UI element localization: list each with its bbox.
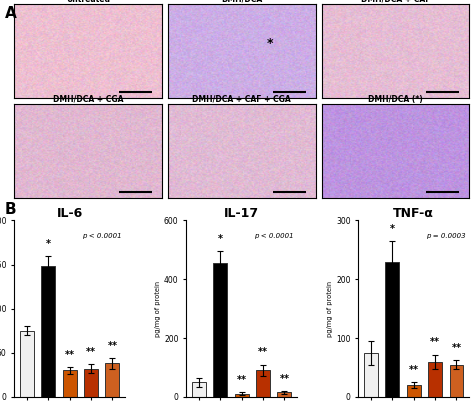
Y-axis label: pg/mg of protein: pg/mg of protein bbox=[327, 281, 333, 337]
Y-axis label: pg/mg of protein: pg/mg of protein bbox=[155, 281, 161, 337]
Title: DMH/DCA + CAF: DMH/DCA + CAF bbox=[361, 0, 430, 4]
Text: *: * bbox=[218, 234, 223, 244]
Text: **: ** bbox=[65, 350, 75, 360]
Text: **: ** bbox=[237, 375, 247, 386]
Bar bbox=[364, 353, 378, 397]
Bar bbox=[385, 262, 400, 397]
Text: *: * bbox=[46, 239, 51, 249]
Title: Untreated: Untreated bbox=[66, 0, 110, 4]
Bar bbox=[84, 369, 98, 397]
Text: A: A bbox=[5, 6, 17, 21]
Bar bbox=[277, 392, 292, 397]
Title: DMH/DCA (*): DMH/DCA (*) bbox=[368, 95, 423, 104]
Bar bbox=[407, 385, 421, 397]
Title: TNF-α: TNF-α bbox=[393, 207, 434, 220]
Text: **: ** bbox=[430, 337, 440, 347]
Text: **: ** bbox=[409, 365, 419, 375]
Text: **: ** bbox=[280, 374, 290, 384]
Text: **: ** bbox=[451, 343, 462, 353]
Text: p < 0.0001: p < 0.0001 bbox=[254, 233, 294, 239]
Text: *: * bbox=[266, 37, 273, 50]
Bar bbox=[449, 364, 464, 397]
Title: IL-6: IL-6 bbox=[56, 207, 83, 220]
Bar bbox=[235, 394, 249, 397]
Text: B: B bbox=[5, 202, 17, 217]
Bar bbox=[63, 371, 77, 397]
Text: **: ** bbox=[258, 347, 268, 358]
Text: *: * bbox=[390, 224, 395, 234]
Bar bbox=[20, 331, 34, 397]
Text: p < 0.0001: p < 0.0001 bbox=[82, 233, 122, 239]
Title: DMH/DCA: DMH/DCA bbox=[221, 0, 263, 4]
Bar bbox=[256, 371, 270, 397]
Bar bbox=[105, 363, 119, 397]
Title: DMH/DCA + CGA: DMH/DCA + CGA bbox=[53, 95, 123, 104]
Bar bbox=[428, 362, 442, 397]
Text: **: ** bbox=[86, 347, 96, 357]
Title: DMH/DCA + CAF + CGA: DMH/DCA + CAF + CGA bbox=[192, 95, 291, 104]
Text: p = 0.0003: p = 0.0003 bbox=[426, 233, 466, 239]
Bar bbox=[192, 382, 206, 397]
Text: **: ** bbox=[108, 341, 118, 351]
Bar bbox=[41, 266, 55, 397]
Bar bbox=[213, 263, 228, 397]
Title: IL-17: IL-17 bbox=[224, 207, 259, 220]
